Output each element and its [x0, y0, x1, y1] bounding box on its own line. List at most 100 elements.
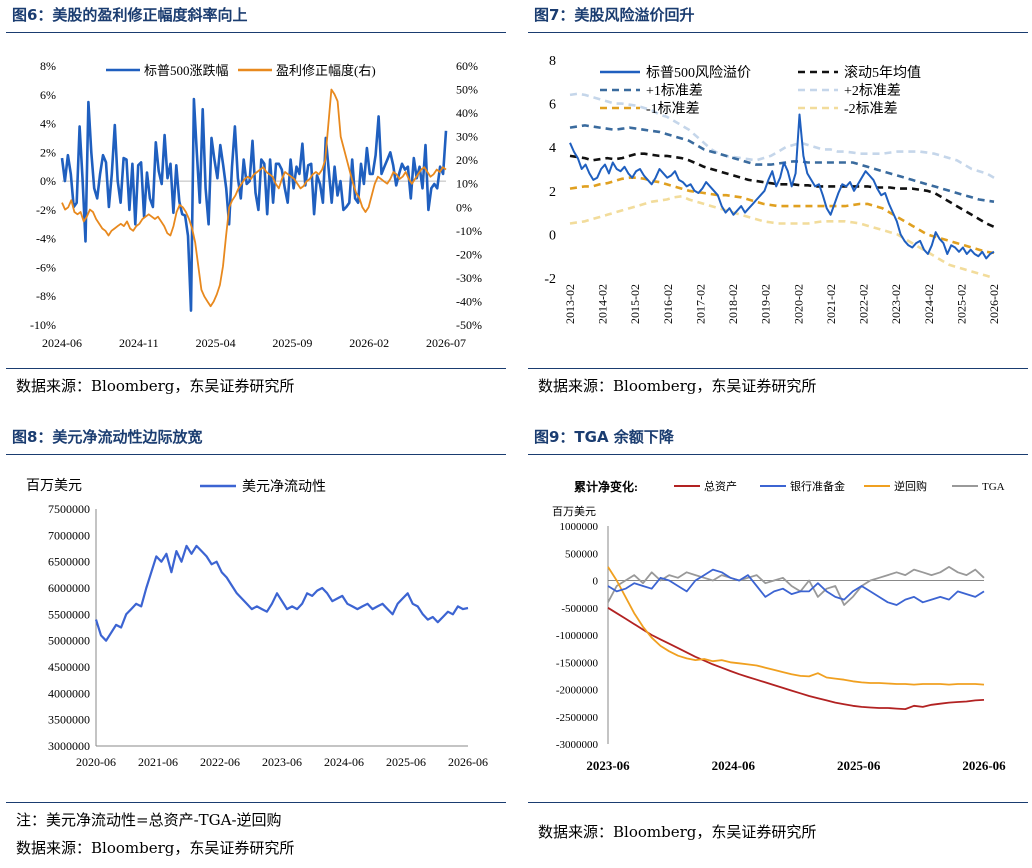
x-tick-label: 2025-06 — [386, 755, 426, 769]
legend-label: 盈利修正幅度(右) — [276, 63, 376, 78]
legend-label: 美元净流动性 — [242, 479, 326, 495]
legend-label: 总资产 — [704, 479, 737, 493]
figure-7-title: 图7：美股风险溢价回升 — [534, 6, 695, 24]
series-line — [569, 92, 995, 179]
y-left-tick-label: -4% — [36, 232, 56, 246]
figure-8-panel: 图8：美元净流动性边际放宽 百万美元 7500000 7000000 6500000 6… — [6, 424, 506, 864]
y-tick-label: 7500000 — [48, 502, 90, 516]
legend-label: 标普500涨跌幅 — [144, 63, 229, 78]
y-tick-label: -2 — [544, 272, 556, 287]
series-line — [569, 124, 995, 203]
legend-label: -1标准差 — [646, 101, 700, 117]
y-right-tick-label: 10% — [456, 177, 478, 191]
legend-label: 标普500风险溢价 — [646, 65, 751, 81]
y-left-tick-label: -10% — [30, 318, 56, 332]
x-tick-label: 2023-02 — [889, 284, 903, 324]
x-tick-label: 2024-02 — [922, 284, 936, 324]
series-line — [569, 195, 995, 280]
x-tick-label: 2017-02 — [693, 284, 707, 324]
unit-label: 百万美元 — [552, 505, 596, 518]
x-tick-label: 2014-02 — [596, 284, 610, 324]
y-tick-label: 1000000 — [560, 521, 599, 533]
x-tick-label: 2020-02 — [791, 284, 805, 324]
y-left-tick-label: 0% — [40, 174, 56, 188]
y-tick-label: 3500000 — [48, 713, 90, 727]
y-right-tick-label: 20% — [456, 153, 478, 167]
y-left-tick-label: 8% — [40, 59, 56, 73]
figure-6-title: 图6：美股的盈利修正幅度斜率向上 — [12, 6, 248, 24]
y-left-tick-label: -6% — [36, 260, 56, 274]
y-tick-label: 4 — [549, 141, 556, 156]
x-tick-label: 2025-04 — [196, 336, 236, 350]
x-tick-label: 2024-11 — [119, 336, 159, 350]
y-right-tick-label: -40% — [456, 294, 482, 308]
legend-title: 累计净变化: — [574, 479, 638, 494]
x-tick-label: 2013-02 — [563, 284, 577, 324]
figure-9-chart: 累计净变化: 百万美元 1000000 500000 0 -500000 -1000000 -… — [552, 479, 1006, 773]
y-left-tick-label: 4% — [40, 117, 56, 131]
y-right-tick-label: 60% — [456, 59, 478, 73]
y-tick-label: 500000 — [565, 548, 599, 560]
legend-label: TGA — [982, 481, 1005, 493]
figure-8-chart: 百万美元 7500000 7000000 6500000 6000000 5500000 5… — [26, 478, 488, 769]
x-tick-label: 2024-06 — [42, 336, 82, 350]
y-tick-label: -2500000 — [556, 712, 599, 724]
y-right-tick-label: 40% — [456, 106, 478, 120]
x-tick-label: 2015-02 — [628, 284, 642, 324]
figure-9-title: 图9：TGA 余额下降 — [534, 428, 674, 446]
figure-9-panel: 图9：TGA 余额下降 累计净变化: 百万美元 1000000 500000 0 -500… — [528, 424, 1028, 864]
y-left-tick-label: 6% — [40, 88, 56, 102]
y-right-tick-label: -10% — [456, 224, 482, 238]
y-tick-label: -1500000 — [556, 657, 599, 669]
legend-label: 滚动5年均值 — [844, 64, 921, 81]
x-tick-label: 2026-06 — [962, 758, 1006, 773]
y-tick-label: 5500000 — [48, 607, 90, 621]
x-tick-label: 2026-07 — [426, 336, 466, 350]
y-tick-label: 2 — [549, 185, 556, 200]
x-tick-label: 2024-06 — [324, 755, 364, 769]
x-tick-label: 2018-02 — [726, 284, 740, 324]
series-line — [607, 607, 985, 710]
series-net-liquidity-line — [94, 544, 469, 642]
y-right-tick-label: -50% — [456, 318, 482, 332]
x-tick-label: 2020-06 — [76, 755, 116, 769]
x-tick-label: 2016-02 — [661, 284, 675, 324]
figure-7-source: 数据来源：Bloomberg，东吴证券研究所 — [538, 377, 817, 395]
y-tick-label: 6 — [549, 98, 556, 113]
series-line — [569, 152, 995, 228]
x-tick-label: 2025-06 — [837, 758, 881, 773]
figure-6-panel: 图6：美股的盈利修正幅度斜率向上 8% 6% 4% 2% 0% -2% -4% -6% -8% -… — [6, 2, 506, 398]
x-tick-label: 2023-06 — [262, 755, 302, 769]
legend-label: 银行准备金 — [790, 479, 845, 493]
series-line — [607, 568, 985, 606]
unit-label: 百万美元 — [26, 478, 82, 494]
y-tick-label: -3000000 — [556, 739, 599, 751]
y-right-tick-label: 30% — [456, 130, 478, 144]
y-tick-label: 5000000 — [48, 634, 90, 648]
y-tick-label: -2000000 — [556, 685, 599, 697]
y-left-tick-label: 2% — [40, 145, 56, 159]
y-right-tick-label: -20% — [456, 247, 482, 261]
y-tick-label: 0 — [549, 228, 556, 243]
x-tick-label: 2026-02 — [349, 336, 389, 350]
y-tick-label: 3000000 — [48, 739, 90, 753]
y-tick-label: 8 — [549, 54, 556, 69]
y-right-tick-label: -30% — [456, 271, 482, 285]
x-tick-label: 2021-06 — [138, 755, 178, 769]
y-tick-label: 4500000 — [48, 660, 90, 674]
x-tick-label: 2024-06 — [712, 758, 756, 773]
series-line — [569, 113, 995, 260]
legend-label: -2标准差 — [844, 101, 898, 117]
x-tick-label: 2026-06 — [448, 755, 488, 769]
y-tick-label: 7000000 — [48, 528, 90, 542]
series-line — [569, 176, 995, 255]
x-tick-label: 2019-02 — [759, 284, 773, 324]
y-tick-label: 4000000 — [48, 686, 90, 700]
x-tick-label: 2026-02 — [987, 284, 1001, 324]
y-tick-label: -1000000 — [556, 630, 599, 642]
figure-7-chart: 8 6 4 2 0 -2 2013-02 2014-02 2015-02 2016-02 2017-… — [544, 54, 1001, 324]
series-line — [607, 566, 985, 606]
x-tick-label: 2023-06 — [586, 758, 630, 773]
x-tick-label: 2025-02 — [954, 284, 968, 324]
y-left-tick-label: -2% — [36, 203, 56, 217]
